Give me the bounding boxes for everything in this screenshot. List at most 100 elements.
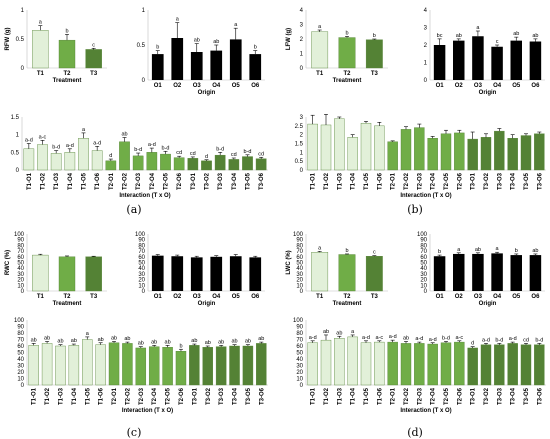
bar-t1-o3 <box>334 338 345 386</box>
bar-t1 <box>32 254 49 292</box>
significance-letter: a-d <box>482 337 490 343</box>
bar-t2 <box>338 37 356 69</box>
bar-t1-o1 <box>23 148 35 171</box>
y-tick-label: 3 <box>424 26 428 32</box>
x-tick-label: T3-O1 <box>471 172 477 190</box>
x-tick-label: T3-O6 <box>537 172 543 190</box>
y-tick-label: 70 <box>296 338 303 344</box>
y-tick-label: 0.5 <box>11 150 20 156</box>
significance-letter: ab <box>194 38 200 44</box>
x-tick-label: T1-O4 <box>72 387 78 405</box>
y-tick-label: 90 <box>420 238 427 244</box>
y-tick-label: 70 <box>138 249 145 255</box>
significance-letter: d <box>109 153 112 159</box>
significance-letter: a-d <box>93 140 101 146</box>
y-tick-label: 90 <box>296 325 303 331</box>
x-tick-label: T1-O3 <box>337 387 343 405</box>
significance-letter: ab <box>245 339 251 345</box>
x-tick-label: T2 <box>63 294 71 300</box>
significance-letter: ab <box>513 31 519 37</box>
significance-letter: b <box>345 248 348 254</box>
x-tick-label: T3-O6 <box>537 387 543 405</box>
x-tick-label: T3-O1 <box>191 172 197 190</box>
x-tick-label: T3-O4 <box>233 387 239 405</box>
significance-letter: ab <box>111 335 117 341</box>
bar-t2-o1 <box>387 341 398 386</box>
x-tick-label: T1-O4 <box>351 172 357 190</box>
panel-label-a: (a) <box>126 203 141 216</box>
y-tick-label: 0 <box>424 289 428 295</box>
bar-t3-o4 <box>229 345 240 386</box>
panel-label-d: (d) <box>407 426 423 439</box>
x-tick-label: T3-O5 <box>246 172 252 190</box>
bar-t1-o6 <box>374 125 385 171</box>
x-tick-label: T2-O4 <box>431 387 437 405</box>
x-tick-label: O4 <box>212 83 221 89</box>
y-tick-label: 70 <box>17 249 24 255</box>
y-tick-label: 2 <box>424 43 428 49</box>
y-tick-label: 50 <box>296 351 303 357</box>
bar-t3-o5 <box>242 345 254 386</box>
bar-t3-o6 <box>534 133 545 171</box>
y-tick-label: 80 <box>17 243 24 249</box>
bar-t2-o5 <box>160 153 171 171</box>
x-axis-title: Treatment <box>53 78 82 84</box>
significance-letter: c <box>496 39 499 45</box>
x-tick-label: T3-O6 <box>259 387 265 405</box>
significance-letter: a-c <box>376 335 384 341</box>
y-tick-label: 70 <box>296 249 303 255</box>
y-axis-label: RWC (%) <box>5 250 11 275</box>
significance-letter: ab <box>191 338 197 344</box>
significance-letter: bc <box>437 33 443 39</box>
significance-letter: a-c <box>39 134 47 140</box>
bar-t1-o1 <box>307 342 318 386</box>
y-tick-label: 30 <box>138 272 145 278</box>
x-tick-label: O6 <box>531 83 540 89</box>
bar-t1-o2 <box>320 124 332 171</box>
significance-letter: d <box>205 154 208 160</box>
x-axis-title: Origin <box>198 90 216 96</box>
y-tick-label: 20 <box>17 370 24 376</box>
significance-letter: ab <box>218 339 224 345</box>
x-tick-label: T1-O5 <box>364 387 370 405</box>
y-tick-label: 0 <box>300 168 304 174</box>
significance-letter: b-d <box>442 335 450 341</box>
x-tick-label: T2-O5 <box>166 387 172 405</box>
bar-t3-o5 <box>520 135 532 171</box>
chart-a-origin: 0 0.5 1 b O1 a O2 ab O3 ab O4 a O5 b O6 Origin <box>137 8 265 96</box>
significance-letter: b-d <box>244 149 252 155</box>
bar-t3-o2 <box>202 347 213 386</box>
bar-t1-o1 <box>307 123 318 171</box>
significance-letter: b-d <box>535 337 543 343</box>
bar-t3-o4 <box>228 159 240 171</box>
x-axis-title: Interaction (T x O) <box>122 408 173 414</box>
y-tick-label: 20 <box>296 370 303 376</box>
y-tick-label: 0 <box>300 383 304 389</box>
y-tick-label: 30 <box>296 272 303 278</box>
x-tick-label: T3-O3 <box>219 387 225 405</box>
bar-o6 <box>529 41 542 80</box>
x-axis-title: Origin <box>198 301 216 307</box>
significance-letter: b <box>65 28 68 34</box>
significance-letter: a <box>318 245 322 251</box>
y-tick-label: 2.5 <box>295 124 304 130</box>
y-tick-label: 0 <box>21 289 25 295</box>
bar-t2-o4 <box>146 152 158 171</box>
bar-t2 <box>58 39 76 69</box>
bar-t2 <box>338 254 356 292</box>
x-tick-label: T2-O5 <box>164 172 170 190</box>
x-tick-label: T3-O4 <box>511 387 517 405</box>
bar-t3-o6 <box>255 158 267 171</box>
x-tick-label: O1 <box>154 83 163 89</box>
bar-t2-o6 <box>173 157 185 171</box>
bar-t2-o4 <box>427 137 438 171</box>
bar-o4 <box>491 253 503 291</box>
x-tick-label: O5 <box>512 294 521 300</box>
significance-letter: a <box>496 246 500 252</box>
y-tick-label: 40 <box>17 357 24 363</box>
bar-t3-o3 <box>494 130 505 171</box>
y-tick-label: 80 <box>420 243 427 249</box>
significance-letter: cd <box>258 151 264 157</box>
